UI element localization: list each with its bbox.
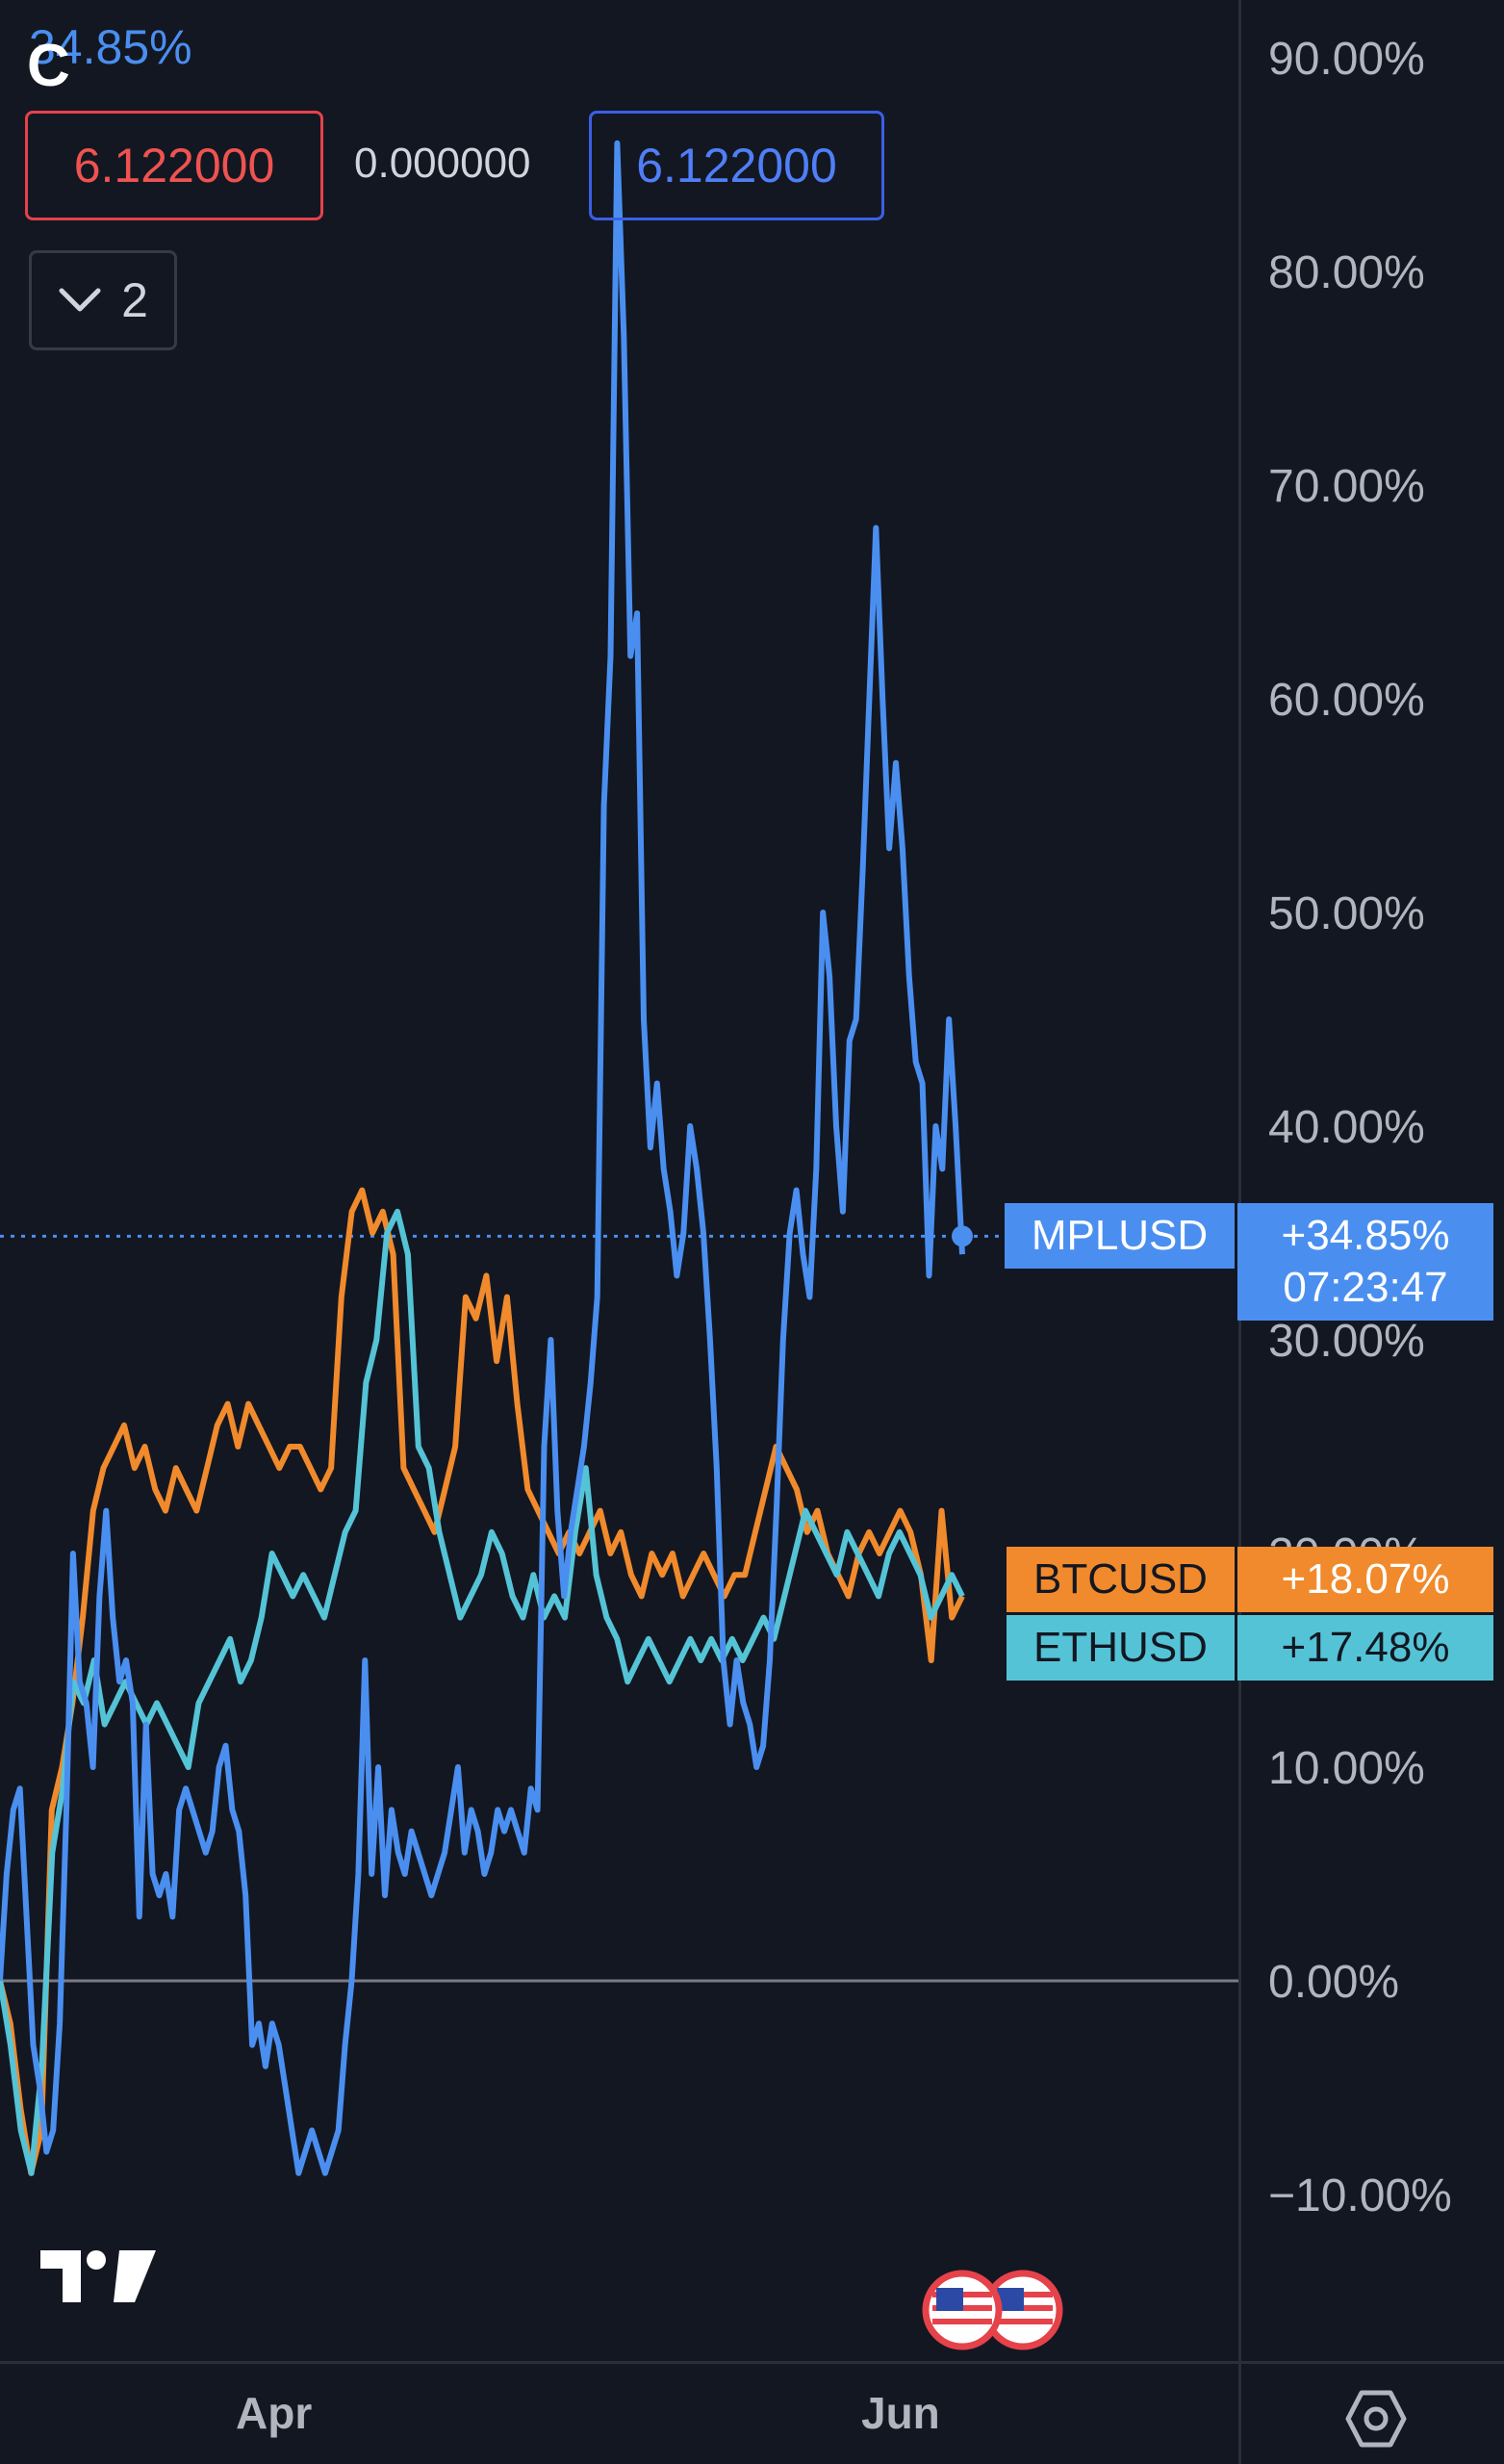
y-tick-label: 10.00% <box>1268 1743 1425 1794</box>
settings-hex-icon[interactable] <box>1342 2385 1410 2452</box>
x-tick-label: Apr <box>236 2388 313 2438</box>
series-value-btcusd: +18.07% <box>1237 1547 1493 1613</box>
series-label-ethusd[interactable]: ETHUSD <box>1007 1615 1235 1681</box>
y-tick-label: 40.00% <box>1268 1102 1425 1153</box>
y-tick-label: 30.00% <box>1268 1316 1425 1367</box>
y-tick-label: 90.00% <box>1268 34 1425 85</box>
c-logo-icon[interactable]: C <box>27 33 70 99</box>
series-line-mplusd[interactable] <box>0 140 965 2176</box>
y-tick-label: 60.00% <box>1268 675 1425 726</box>
buy-price-button[interactable]: 6.122000 <box>589 111 884 220</box>
series-value-ethusd: +17.48% <box>1237 1615 1493 1681</box>
y-tick-label: 70.00% <box>1268 461 1425 512</box>
y-tick-label: −10.00% <box>1268 2170 1452 2221</box>
us-flag-icon[interactable] <box>914 2267 1068 2353</box>
series-line-ethusd[interactable] <box>0 1208 965 2176</box>
y-tick-label: 80.00% <box>1268 247 1425 298</box>
collapse-indicators-button[interactable]: 2 <box>29 250 177 350</box>
time-axis-divider <box>0 2361 1504 2364</box>
series-label-btcusd[interactable]: BTCUSD <box>1007 1547 1235 1613</box>
hidden-indicator-count: 2 <box>121 273 148 327</box>
sell-price-button[interactable]: 6.122000 <box>25 111 323 220</box>
tradingview-logo-icon[interactable] <box>38 2243 159 2305</box>
chevron-down-icon <box>59 288 101 312</box>
series-line-btcusd[interactable] <box>0 1187 965 2176</box>
series-value-mplusd: +34.85% 07:23:47 <box>1237 1203 1493 1322</box>
series-label-mplusd[interactable]: MPLUSD <box>1005 1203 1235 1270</box>
series-value-mplusd-pct: +34.85% <box>1281 1212 1450 1260</box>
countdown-timer: 07:23:47 <box>1283 1264 1448 1312</box>
y-tick-label: 0.00% <box>1268 1957 1399 2008</box>
last-point-marker <box>952 1225 973 1247</box>
header-change-percent: 34.85% <box>29 20 192 74</box>
spread-value: 0.000000 <box>354 140 531 187</box>
x-tick-label: Jun <box>861 2388 940 2438</box>
y-tick-label: 50.00% <box>1268 888 1425 939</box>
